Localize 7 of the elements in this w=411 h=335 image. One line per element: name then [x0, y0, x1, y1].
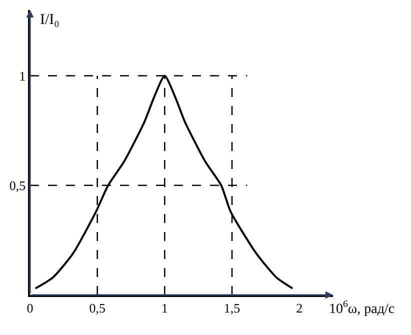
x-tick-label: 0 — [26, 300, 34, 316]
x-tick-label: 1 — [161, 300, 168, 316]
x-tick-label: 1,5 — [224, 300, 240, 316]
y-axis-title: I/I₀ — [40, 12, 60, 28]
x-tick-label: 2 — [296, 300, 303, 316]
x-axis-title: 10$^{6}$ω, рад/с — [329, 299, 395, 317]
x-tick-label: 0,5 — [89, 300, 106, 316]
